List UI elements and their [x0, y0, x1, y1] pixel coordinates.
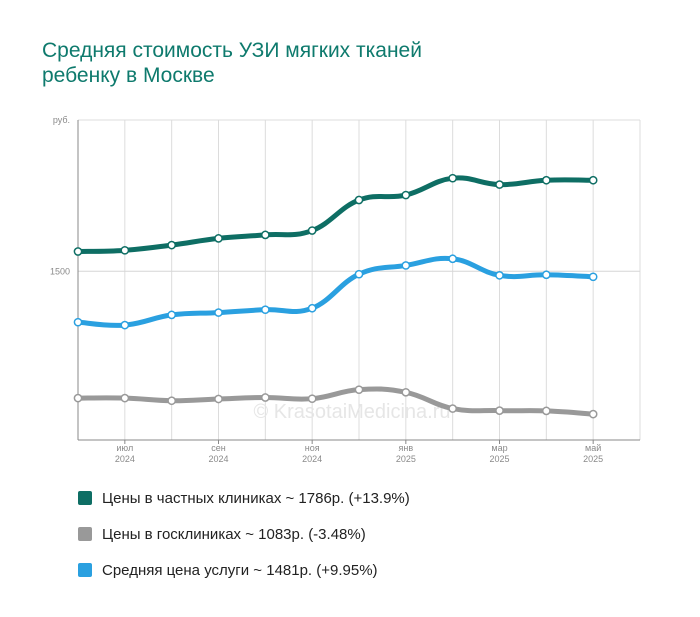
data-point: [541, 175, 551, 185]
legend-item: Цены в частных клиниках ~ 1786р. (+13.9%…: [78, 488, 410, 508]
series-2: [73, 385, 598, 419]
data-point: [448, 173, 458, 183]
legend-label: Цены в госклиниках ~ 1083р. (-3.48%): [102, 525, 366, 543]
chart-title: Средняя стоимость УЗИ мягких тканей ребе…: [42, 38, 662, 88]
data-point: [354, 269, 364, 279]
data-point: [167, 396, 177, 406]
data-point: [167, 310, 177, 320]
data-point: [167, 240, 177, 250]
data-point: [354, 385, 364, 395]
data-point: [260, 305, 270, 315]
data-point: [541, 270, 551, 280]
data-point: [120, 320, 130, 330]
data-point: [448, 404, 458, 413]
legend: Цены в частных клиниках ~ 1786р. (+13.9%…: [78, 488, 410, 596]
data-point: [120, 393, 130, 403]
legend-label: Цены в частных клиниках ~ 1786р. (+13.9%…: [102, 489, 410, 507]
data-point: [307, 394, 317, 404]
data-point: [307, 303, 317, 313]
y-axis-label: руб.: [53, 115, 70, 125]
x-tick-year: 2024: [115, 454, 135, 464]
chart-title-line-1: Средняя стоимость УЗИ мягких тканей: [42, 39, 422, 62]
data-point: [214, 394, 223, 404]
data-point: [214, 234, 223, 243]
data-point: [401, 261, 411, 270]
legend-swatch: [78, 491, 92, 505]
line-chart: © KrasotaiMedicina.ru 1500руб.июл2024сен…: [50, 115, 641, 464]
data-point: [448, 254, 458, 264]
x-tick-month: сен: [211, 443, 226, 453]
data-point: [260, 230, 270, 240]
x-tick-month: май: [585, 443, 601, 453]
data-point: [214, 308, 223, 317]
x-tick-month: янв: [399, 443, 414, 453]
data-point: [307, 226, 317, 235]
series-line: [75, 255, 596, 328]
x-tick-year: 2024: [302, 454, 322, 464]
data-point: [495, 180, 504, 189]
watermark: © KrasotaiMedicina.ru: [253, 401, 450, 423]
series-1: [73, 173, 598, 256]
data-point: [588, 175, 598, 185]
axes: 1500руб.июл2024сен2024ноя2024янв2025мар2…: [50, 115, 640, 464]
chart-title-line-2: ребенку в Москве: [42, 64, 215, 87]
x-tick-year: 2025: [396, 454, 416, 464]
x-tick-month: мар: [491, 443, 507, 453]
x-tick-month: июл: [116, 443, 133, 453]
legend-label: Средняя цена услуги ~ 1481р. (+9.95%): [102, 561, 378, 579]
legend-item: Средняя цена услуги ~ 1481р. (+9.95%): [78, 560, 410, 580]
data-point: [401, 387, 411, 397]
series-layer: [73, 173, 598, 419]
x-tick-year: 2025: [583, 454, 603, 464]
x-tick-month: ноя: [305, 443, 320, 453]
legend-swatch: [78, 563, 92, 577]
series-line: [75, 175, 596, 254]
x-tick-year: 2024: [208, 454, 228, 464]
data-point: [401, 190, 411, 200]
data-point: [73, 393, 83, 403]
x-tick-year: 2025: [489, 454, 509, 464]
data-point: [541, 406, 551, 416]
data-point: [495, 270, 504, 280]
series-3: [73, 254, 598, 330]
data-point: [588, 272, 598, 282]
data-point: [354, 195, 364, 205]
y-tick-label: 1500: [50, 266, 70, 276]
data-point: [73, 317, 83, 327]
legend-item: Цены в госклиниках ~ 1083р. (-3.48%): [78, 524, 410, 544]
legend-swatch: [78, 527, 92, 541]
data-point: [260, 393, 270, 402]
data-point: [120, 245, 130, 255]
data-point: [73, 247, 83, 256]
data-point: [588, 409, 598, 419]
data-point: [495, 406, 504, 415]
series-line: [75, 386, 596, 417]
